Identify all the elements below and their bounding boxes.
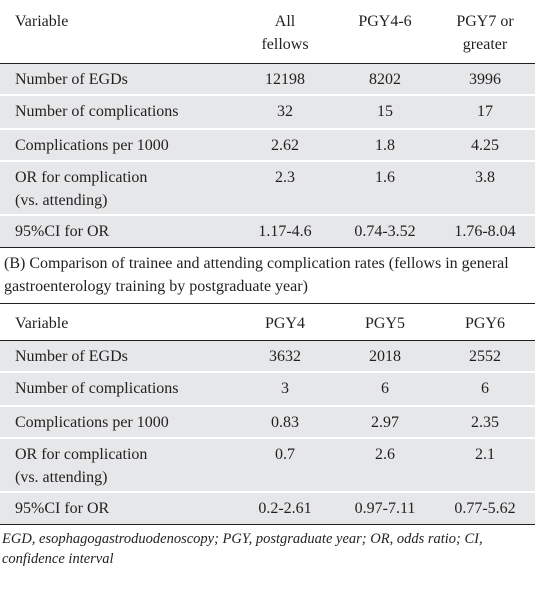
table-row: OR for complication (vs. attending) 0.7 2… (0, 437, 535, 492)
row-label: OR for complication (vs. attending) (0, 160, 235, 215)
cell-value: 12198 (235, 63, 335, 95)
cell-value: 2.6 (335, 437, 435, 492)
table-b-header-row: Variable PGY4 PGY5 PGY6 (0, 303, 535, 340)
row-label: Number of complications (0, 371, 235, 406)
table-b-header-pgy5: PGY5 (364, 314, 405, 332)
cell-value: 1.17-4.6 (235, 214, 335, 247)
cell-value: 4.25 (435, 128, 535, 161)
cell-value: 2.3 (235, 160, 335, 215)
cell-value: 0.2-2.61 (235, 491, 335, 524)
row-label: Number of EGDs (0, 340, 235, 372)
cell-value: 3632 (235, 340, 335, 372)
table-row: Complications per 1000 2.62 1.8 4.25 (0, 128, 535, 161)
cell-value: 3 (235, 371, 335, 406)
cell-value: 0.97-7.11 (335, 491, 435, 524)
table-a-header-row: Variable All fellows PGY4-6 PGY7 or greate… (0, 0, 535, 63)
table-a-header-pgy4-6: PGY4-6 (358, 13, 412, 30)
table-b: Variable PGY4 PGY5 PGY6 Number of EGDs 3… (0, 302, 535, 525)
results-table-figure: Variable All fellows PGY4-6 PGY7 or greate… (0, 0, 535, 567)
row-label: 95%CI for OR (0, 214, 235, 247)
row-label: OR for complication (vs. attending) (0, 437, 235, 492)
cell-value: 2018 (335, 340, 435, 372)
row-label: Number of complications (0, 94, 235, 129)
cell-value: 2.1 (435, 437, 535, 492)
table-row: Number of complications 32 15 17 (0, 94, 535, 129)
row-label: Complications per 1000 (0, 128, 235, 161)
cell-value: 15 (335, 94, 435, 129)
cell-value: 0.83 (235, 405, 335, 438)
table-b-header-pgy6: PGY6 (464, 314, 505, 332)
cell-value: 1.6 (335, 160, 435, 215)
cell-value: 2.62 (235, 128, 335, 161)
cell-value: 2.97 (335, 405, 435, 438)
table-row: Complications per 1000 0.83 2.97 2.35 (0, 405, 535, 438)
row-label: 95%CI for OR (0, 491, 235, 524)
cell-value: 2.35 (435, 405, 535, 438)
table-b-header-pgy4: PGY4 (264, 314, 305, 332)
table-a-header-pgy7-or-greater: PGY7 or greater (456, 13, 514, 53)
table-row: Number of EGDs 12198 8202 3996 (0, 63, 535, 95)
cell-value: 32 (235, 94, 335, 129)
row-label: Complications per 1000 (0, 405, 235, 438)
table-row: Number of EGDs 3632 2018 2552 (0, 340, 535, 372)
table-footnote: EGD, esophagogastroduodenoscopy; PGY, po… (2, 530, 483, 567)
cell-value: 0.77-5.62 (435, 491, 535, 524)
cell-value: 0.7 (235, 437, 335, 492)
table-row: 95%CI for OR 0.2-2.61 0.97-7.11 0.77-5.6… (0, 491, 535, 524)
cell-value: 2552 (435, 340, 535, 372)
cell-value: 1.8 (335, 128, 435, 161)
table-a-header-all-fellows: All fellows (261, 13, 309, 53)
table-row: 95%CI for OR 1.17-4.6 0.74-3.52 1.76-8.0… (0, 214, 535, 247)
cell-value: 6 (435, 371, 535, 406)
table-b-caption: (B) Comparison of trainee and attending … (4, 254, 509, 295)
cell-value: 3996 (435, 63, 535, 95)
table-a-header-variable: Variable (15, 13, 69, 30)
cell-value: 8202 (335, 63, 435, 95)
cell-value: 6 (335, 371, 435, 406)
table-row: OR for complication (vs. attending) 2.3 1… (0, 160, 535, 215)
cell-value: 0.74-3.52 (335, 214, 435, 247)
cell-value: 1.76-8.04 (435, 214, 535, 247)
cell-value: 17 (435, 94, 535, 129)
table-a: Variable All fellows PGY4-6 PGY7 or greate… (0, 0, 535, 248)
cell-value: 3.8 (435, 160, 535, 215)
table-b-header-variable: Variable (15, 314, 69, 332)
table-row: Number of complications 3 6 6 (0, 371, 535, 406)
row-label: Number of EGDs (0, 63, 235, 95)
